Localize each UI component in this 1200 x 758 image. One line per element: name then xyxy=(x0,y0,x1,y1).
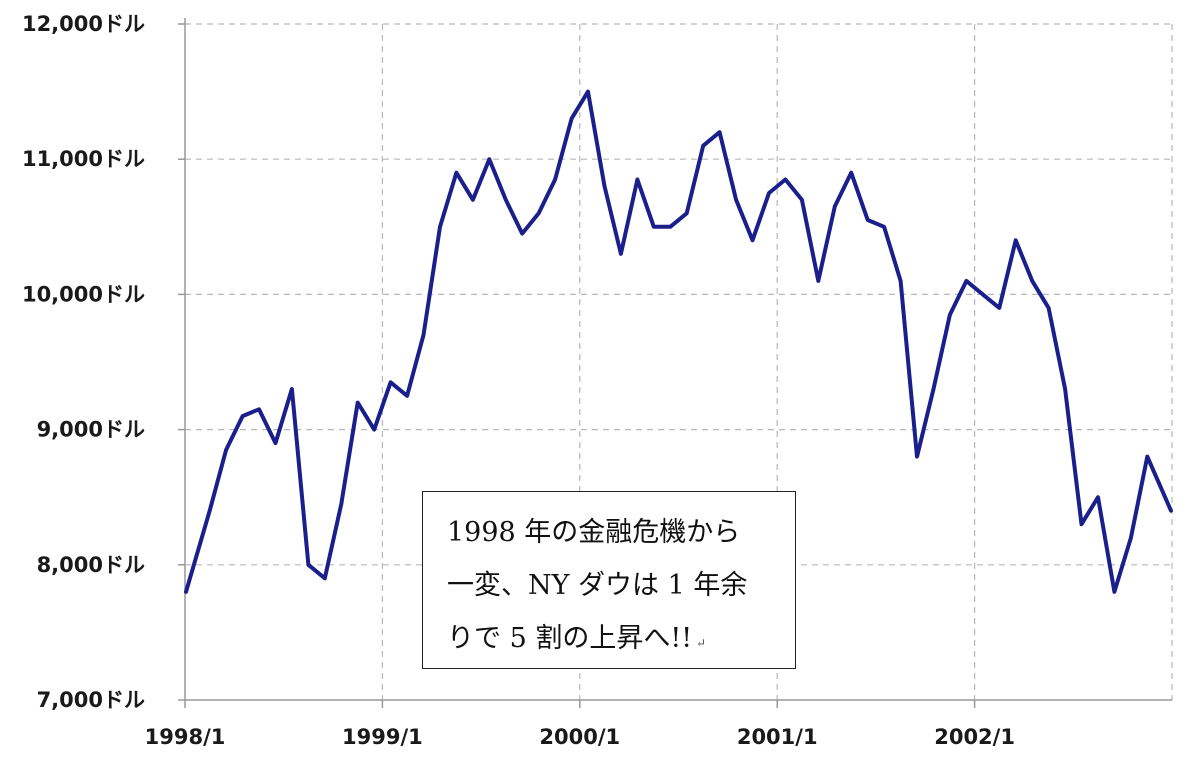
data-point xyxy=(241,414,245,418)
x-tick-label: 1998/1 xyxy=(145,725,226,749)
x-tick-label: 2000/1 xyxy=(539,725,620,749)
paragraph-mark-icon: ↵ xyxy=(696,636,707,650)
x-axis-ticks: 1998/1 1999/1 2000/1 2001/1 2002/1 xyxy=(145,725,1015,749)
data-point xyxy=(750,238,755,242)
data-point xyxy=(487,157,491,161)
annotation-line-1: 1998 年の金融危機から xyxy=(447,517,741,548)
data-point xyxy=(948,313,952,317)
annotation-line-3: りで 5 割の上昇へ!! ↵ xyxy=(447,612,777,670)
series-line xyxy=(184,89,1173,594)
data-point xyxy=(931,387,936,391)
data-point xyxy=(964,279,969,283)
data-point xyxy=(257,407,261,411)
x-tick-label: 2001/1 xyxy=(737,725,818,749)
data-point xyxy=(389,380,393,384)
data-point xyxy=(537,211,541,215)
y-tick-label: 9,000ドル xyxy=(37,418,145,442)
data-point xyxy=(208,509,212,513)
data-point xyxy=(471,198,475,202)
data-point xyxy=(421,333,426,337)
data-point xyxy=(915,455,919,459)
x-tick-label: 1999/1 xyxy=(342,725,423,749)
data-point xyxy=(224,448,228,452)
annotation-line-2: 一変、NY ダウは 1 年余 xyxy=(447,570,748,601)
y-tick-label: 8,000ドル xyxy=(37,553,145,577)
data-point xyxy=(184,590,188,594)
data-point xyxy=(454,171,458,175)
data-point xyxy=(899,279,903,283)
data-point xyxy=(1030,279,1034,283)
y-tick-label: 12,000ドル xyxy=(22,12,145,36)
data-point xyxy=(323,576,327,580)
data-point xyxy=(1169,509,1173,513)
data-point xyxy=(1014,238,1018,242)
x-tick-label: 2002/1 xyxy=(934,725,1015,749)
data-point xyxy=(1079,522,1084,526)
data-point xyxy=(849,171,853,175)
data-point xyxy=(356,401,360,405)
data-point xyxy=(635,177,640,182)
data-point xyxy=(1096,495,1100,499)
annotation-line-3-text: りで 5 割の上昇へ!! xyxy=(447,623,693,654)
series-layer xyxy=(184,89,1173,594)
y-axis-ticks: 12,000ドル 11,000ドル 10,000ドル 9,000ドル 8,000ドル 7,… xyxy=(22,12,145,712)
data-point xyxy=(981,292,985,296)
data-point xyxy=(570,117,574,121)
data-point xyxy=(602,184,607,188)
data-point xyxy=(701,144,705,148)
data-point xyxy=(586,90,590,94)
data-point xyxy=(997,306,1001,310)
data-point xyxy=(619,252,623,256)
y-tick-label: 10,000ドル xyxy=(22,282,145,306)
data-point xyxy=(668,225,672,229)
data-point xyxy=(1063,387,1067,391)
data-point xyxy=(1047,306,1051,310)
data-point xyxy=(520,232,524,236)
data-point xyxy=(800,198,804,202)
data-point xyxy=(290,387,294,391)
data-point xyxy=(1112,590,1116,594)
data-point xyxy=(553,177,557,182)
annotation-box: 1998 年の金融危機から 一変、NY ダウは 1 年余 りで 5 割の上昇へ!… xyxy=(422,491,796,669)
data-point xyxy=(833,204,837,209)
data-point xyxy=(718,130,722,134)
data-point xyxy=(1129,536,1133,540)
data-point xyxy=(767,191,771,195)
data-point xyxy=(339,502,343,506)
data-point xyxy=(882,225,886,229)
data-point xyxy=(734,198,738,202)
y-tick-label: 11,000ドル xyxy=(22,147,145,171)
data-point xyxy=(405,394,409,398)
axes xyxy=(178,18,1172,708)
data-point xyxy=(504,198,508,202)
data-point xyxy=(783,177,788,182)
data-point xyxy=(685,211,689,215)
data-point xyxy=(273,441,278,445)
data-point xyxy=(816,279,820,283)
data-point xyxy=(306,563,310,567)
y-tick-label: 7,000ドル xyxy=(37,688,145,712)
data-point xyxy=(372,428,376,432)
data-point xyxy=(866,218,870,222)
data-point xyxy=(438,225,442,229)
data-point xyxy=(652,225,656,229)
data-point xyxy=(1145,455,1149,459)
